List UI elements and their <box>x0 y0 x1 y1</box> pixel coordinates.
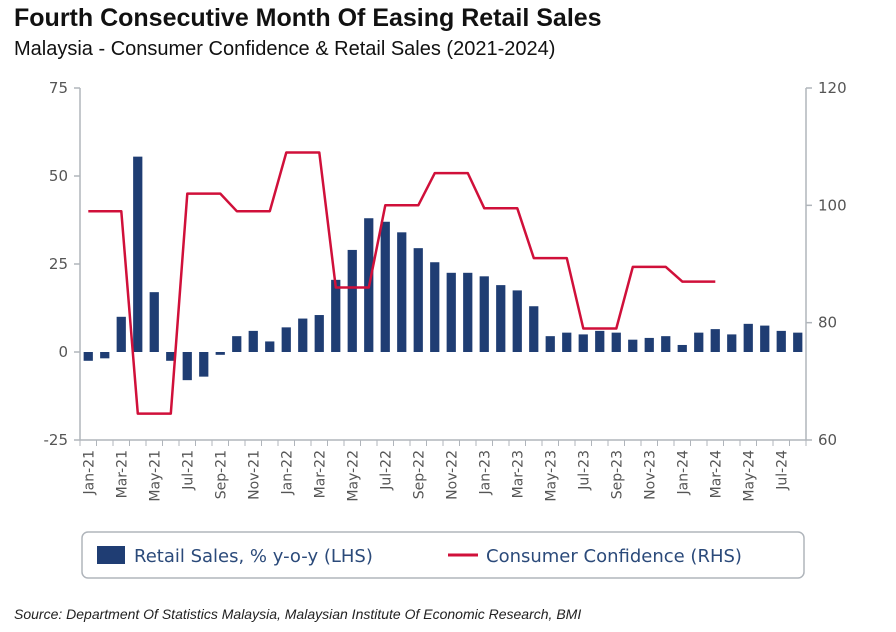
y-left-tick-label: 25 <box>49 255 68 273</box>
retail-sales-bar <box>149 292 159 352</box>
retail-sales-bar <box>199 352 209 377</box>
y-left-tick-label: 0 <box>58 343 68 361</box>
retail-sales-bar <box>215 352 225 355</box>
retail-sales-bar <box>529 306 539 352</box>
retail-sales-bar <box>479 276 489 352</box>
retail-sales-bar <box>83 352 93 361</box>
retail-sales-bar <box>760 325 770 352</box>
retail-sales-bar <box>446 272 456 352</box>
y-left-tick-label: -25 <box>44 431 69 449</box>
x-tick-label: Mar-24 <box>708 450 724 498</box>
consumer-confidence-line <box>88 151 716 415</box>
chart-title: Fourth Consecutive Month Of Easing Retai… <box>14 4 602 32</box>
retail-sales-bar <box>380 221 390 352</box>
retail-sales-bar <box>281 327 291 352</box>
retail-sales-bar <box>545 336 555 352</box>
y-right-tick-label: 60 <box>818 431 837 449</box>
retail-sales-bar <box>512 290 522 352</box>
retail-sales-bar <box>248 330 258 352</box>
x-tick-label: Jan-24 <box>675 450 691 496</box>
x-tick-label: Jul-22 <box>378 450 394 491</box>
retail-sales-bar <box>397 232 407 352</box>
retail-sales-bar <box>595 330 605 352</box>
x-tick-label: Jul-23 <box>576 450 592 491</box>
retail-sales-bar <box>677 344 687 352</box>
x-tick-label: Nov-22 <box>444 450 460 500</box>
chart-canvas: 75 50 25 0 -25 120 100 80 60 Jan-21 Mar-21 May-21 Ju… <box>44 79 847 579</box>
y-left-tick-label: 75 <box>49 79 68 97</box>
retail-sales-bar <box>562 332 572 352</box>
retail-sales-bar <box>298 318 308 352</box>
x-tick-label: Nov-21 <box>246 450 262 500</box>
retail-sales-bar <box>644 337 654 352</box>
retail-sales-bar <box>100 352 110 359</box>
retail-sales-bar <box>166 352 176 361</box>
retail-sales-bar <box>743 323 753 352</box>
x-tick-label: Mar-21 <box>114 450 130 498</box>
y-right-tick-label: 120 <box>818 79 847 97</box>
retail-sales-bar <box>265 341 275 352</box>
x-tick-label: Sep-22 <box>411 450 427 499</box>
retail-sales-bar <box>232 336 242 352</box>
x-tick-label: Jan-22 <box>279 450 295 495</box>
retail-sales-bar <box>496 285 506 352</box>
x-tick-label: Sep-23 <box>609 450 625 499</box>
retail-sales-bar <box>578 334 588 352</box>
x-tick-label: Jul-21 <box>180 450 196 491</box>
y-right-tick-label: 80 <box>818 314 837 332</box>
retail-sales-bar <box>710 329 720 352</box>
x-tick-label: Sep-21 <box>213 450 229 499</box>
retail-sales-bar <box>314 315 324 352</box>
retail-sales-bar <box>694 332 704 352</box>
retail-sales-bar <box>413 248 423 352</box>
retail-sales-bar <box>182 352 192 381</box>
retail-sales-bar <box>331 279 341 352</box>
plot-area: 75 50 25 0 -25 120 100 80 60 Jan-21 Mar-21 May-21 Ju… <box>44 79 847 579</box>
x-tick-label: May-21 <box>147 450 163 502</box>
x-tick-label: May-24 <box>741 450 757 502</box>
legend-bar-swatch <box>97 546 125 564</box>
retail-sales-bar <box>793 332 803 352</box>
retail-sales-bar <box>628 339 638 352</box>
legend-label-retail-sales: Retail Sales, % y-o-y (LHS) <box>134 546 373 567</box>
x-tick-label: Jan-23 <box>477 450 493 495</box>
x-tick-label: May-22 <box>345 450 361 502</box>
chart-subtitle: Malaysia - Consumer Confidence & Retail … <box>14 38 556 60</box>
legend-label-consumer-confidence: Consumer Confidence (RHS) <box>486 546 742 567</box>
x-tick-label: Jul-24 <box>774 450 790 491</box>
retail-sales-bar <box>463 272 473 352</box>
retail-sales-bar <box>727 334 737 352</box>
retail-sales-bar <box>611 332 621 352</box>
x-tick-label: May-23 <box>543 450 559 502</box>
legend-box <box>81 531 805 579</box>
x-tick-label: Jan-21 <box>81 450 97 495</box>
retail-sales-bar <box>116 316 126 352</box>
retail-sales-bar <box>661 336 671 352</box>
retail-sales-bar <box>430 262 440 352</box>
y-left-tick-label: 50 <box>49 167 68 185</box>
x-tick-label: Mar-22 <box>312 450 328 498</box>
y-right-tick-label: 100 <box>818 196 847 214</box>
x-tick-label: Nov-23 <box>642 450 658 500</box>
source-note: Source: Department Of Statistics Malaysi… <box>14 606 582 622</box>
retail-sales-bar <box>133 156 143 352</box>
retail-sales-bar <box>776 330 786 352</box>
retail-sales-bar <box>347 249 357 352</box>
x-tick-label: Mar-23 <box>510 450 526 498</box>
